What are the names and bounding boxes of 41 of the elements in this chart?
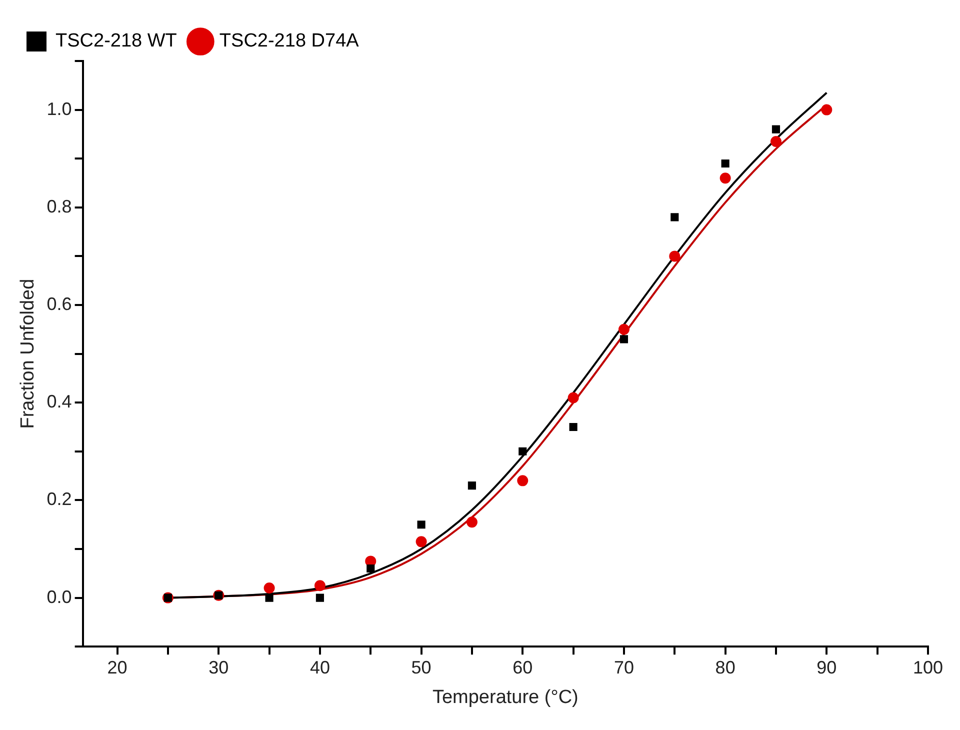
x-tick-label: 90 [816, 657, 837, 678]
x-tick-label: 30 [208, 657, 229, 678]
point [669, 250, 680, 262]
y-tick-label: 0.4 [46, 392, 72, 412]
point [821, 104, 832, 116]
point [314, 580, 326, 592]
point [517, 475, 528, 486]
point [468, 482, 476, 490]
y-axis-title: Fraction Unfolded [18, 278, 39, 429]
legend-label: TSC2-218 D74A [219, 30, 360, 52]
x-tick-label: 50 [411, 657, 432, 678]
point [466, 516, 478, 528]
y-tick-label: 0.8 [46, 196, 72, 216]
x-tick-label: 60 [512, 657, 533, 678]
point [568, 392, 579, 404]
point [316, 594, 324, 602]
point [265, 594, 274, 602]
point [772, 125, 780, 134]
y-tick-label: 0.6 [46, 294, 72, 314]
point [518, 447, 527, 456]
point [670, 213, 679, 222]
point [620, 335, 628, 344]
point [417, 520, 426, 529]
legend-label: TSC2-218 WT [56, 30, 178, 52]
point [264, 582, 275, 594]
y-tick-label: 1.0 [46, 98, 72, 119]
point [416, 536, 427, 548]
point [569, 422, 578, 432]
x-tick-label: 20 [107, 657, 128, 678]
x-tick-label: 40 [310, 657, 330, 678]
x-tick-label: 70 [614, 657, 634, 678]
x-tick-label: 80 [715, 657, 736, 678]
y-tick-label: 0.2 [46, 489, 72, 510]
point [366, 564, 375, 573]
point [618, 324, 630, 335]
x-tick-label: 100 [912, 657, 944, 678]
point [721, 159, 730, 168]
y-tick-label: 0.0 [46, 586, 72, 607]
x-axis-title: Temperature (°C) [432, 686, 578, 708]
point [720, 172, 731, 184]
point [770, 136, 782, 148]
